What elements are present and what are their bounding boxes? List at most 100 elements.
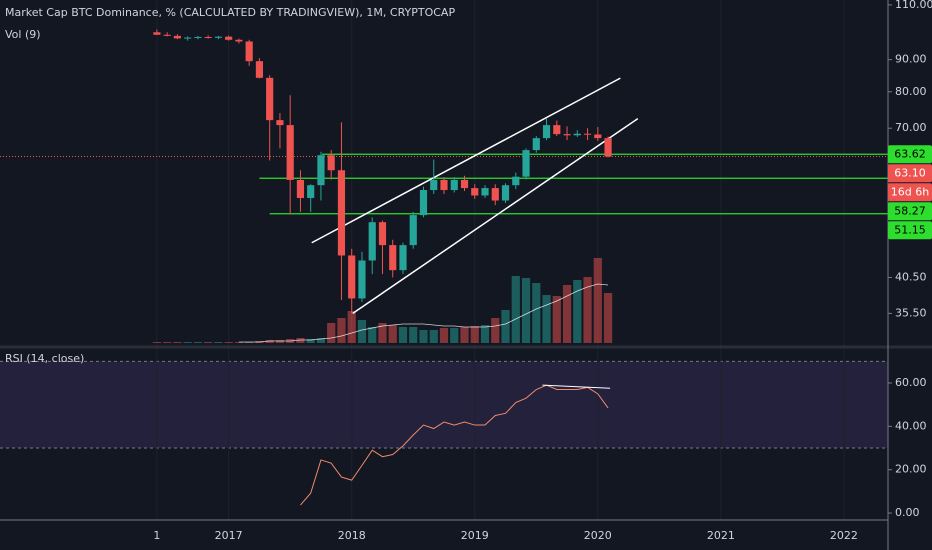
volume-bar bbox=[245, 342, 254, 343]
volume-bar bbox=[306, 339, 315, 343]
volume-bar bbox=[398, 327, 408, 343]
candle-body bbox=[184, 37, 192, 39]
candle-body bbox=[573, 133, 581, 136]
volume-bar bbox=[480, 325, 490, 343]
volume-bar bbox=[296, 338, 305, 343]
y-tick-label: 80.00 bbox=[895, 85, 927, 98]
candle-body bbox=[368, 222, 376, 261]
price-tag bbox=[888, 202, 932, 221]
rsi-y-tick-label: 20.00 bbox=[895, 463, 927, 476]
candle-body bbox=[337, 170, 346, 256]
volume-bar bbox=[573, 280, 582, 343]
price-tag-label: 63.62 bbox=[894, 147, 926, 160]
price-tag bbox=[888, 221, 932, 240]
volume-bar bbox=[224, 342, 233, 343]
volume-bar bbox=[163, 342, 172, 343]
volume-bar bbox=[337, 318, 346, 343]
volume-bar bbox=[419, 330, 428, 343]
volume-bar bbox=[552, 296, 561, 343]
candle-body bbox=[481, 188, 489, 196]
volume-bar bbox=[501, 310, 510, 343]
candle-body bbox=[378, 222, 387, 246]
volume-bar bbox=[542, 295, 551, 343]
candle-body bbox=[204, 36, 212, 38]
volume-bar bbox=[347, 311, 356, 343]
y-tick-label: 110.00 bbox=[895, 0, 932, 11]
x-tick-label: 2021 bbox=[707, 529, 735, 542]
trend-line bbox=[352, 118, 639, 315]
candle-body bbox=[583, 133, 592, 135]
volume-bar bbox=[193, 342, 203, 343]
volume-bar bbox=[532, 283, 541, 343]
x-tick-label: 2017 bbox=[215, 529, 243, 542]
volume-bar bbox=[603, 293, 613, 343]
candle-body bbox=[389, 245, 397, 271]
rsi-y-tick-label: 0.00 bbox=[895, 506, 920, 519]
candle-body bbox=[307, 185, 315, 198]
volume-bar bbox=[204, 342, 213, 343]
candle-body bbox=[512, 176, 520, 186]
candle-body bbox=[440, 179, 448, 191]
x-tick-label: 2018 bbox=[338, 529, 366, 542]
x-tick-label: 1 bbox=[153, 529, 160, 542]
volume-bar bbox=[583, 277, 592, 343]
volume-bar bbox=[439, 328, 449, 343]
candle-body bbox=[286, 125, 294, 180]
candle-body bbox=[327, 155, 335, 171]
candle-body bbox=[450, 179, 458, 191]
candle-body bbox=[553, 125, 561, 135]
volume-bar bbox=[593, 258, 602, 343]
volume-bar bbox=[388, 325, 397, 343]
y-tick-label: 90.00 bbox=[895, 53, 927, 66]
volume-bar bbox=[265, 340, 274, 343]
volume-bar bbox=[450, 328, 459, 343]
candle-body bbox=[542, 125, 551, 139]
candle-body bbox=[266, 77, 274, 121]
candle-body bbox=[532, 138, 540, 151]
price-tag-label: 16d 6h bbox=[891, 185, 929, 198]
volume-bar bbox=[316, 338, 326, 343]
volume-bar bbox=[183, 342, 192, 343]
candle-body bbox=[604, 138, 612, 157]
candle-body bbox=[173, 35, 181, 39]
volume-bar bbox=[173, 342, 182, 343]
candle-body bbox=[194, 36, 202, 38]
candle-body bbox=[235, 39, 243, 42]
candle-body bbox=[399, 245, 407, 271]
candle-body bbox=[317, 155, 325, 186]
candle-body bbox=[409, 215, 417, 246]
volume-bar bbox=[378, 323, 387, 343]
volume-bar bbox=[521, 278, 531, 343]
volume-bar bbox=[152, 342, 161, 343]
x-tick-label: 2019 bbox=[461, 529, 489, 542]
volume-bar bbox=[234, 342, 244, 343]
volume-bar bbox=[409, 327, 418, 343]
candle-body bbox=[419, 190, 428, 216]
volume-bar bbox=[460, 327, 469, 343]
candle-body bbox=[471, 188, 479, 196]
price-tag bbox=[888, 183, 932, 202]
volume-bar bbox=[429, 330, 438, 343]
candle-body bbox=[245, 41, 253, 62]
price-tag-label: 58.27 bbox=[894, 204, 926, 217]
candle-body bbox=[430, 179, 438, 191]
volume-legend: Vol (9) bbox=[5, 28, 41, 41]
candle-body bbox=[491, 188, 499, 201]
volume-bar bbox=[562, 285, 572, 343]
price-tag bbox=[888, 145, 932, 164]
candle-body bbox=[255, 61, 264, 78]
rsi-y-tick-label: 60.00 bbox=[895, 376, 927, 389]
candle-body bbox=[163, 34, 171, 36]
volume-bar bbox=[491, 318, 500, 343]
y-tick-label: 40.50 bbox=[895, 270, 927, 283]
trend-line bbox=[311, 77, 621, 244]
volume-ma bbox=[238, 283, 609, 343]
rsi-legend: RSI (14, close) bbox=[5, 352, 84, 365]
candle-body bbox=[296, 179, 305, 198]
candle-body bbox=[348, 255, 356, 299]
price-tag bbox=[888, 164, 932, 183]
candle-body bbox=[594, 134, 602, 139]
candle-body bbox=[358, 260, 366, 299]
